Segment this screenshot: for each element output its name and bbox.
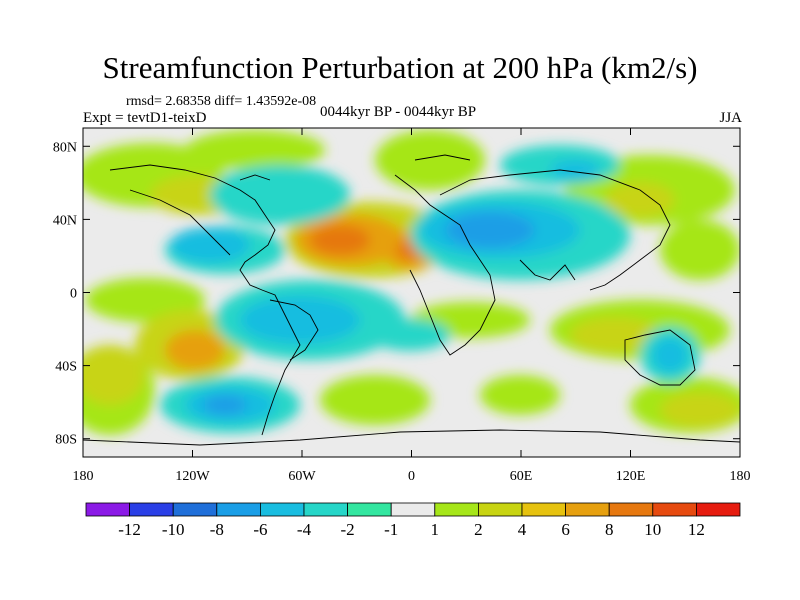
lon-tick-label: 180	[730, 469, 751, 484]
positive-anomaly	[85, 278, 205, 322]
negative-anomaly	[210, 165, 350, 225]
colorbar-swatch	[477, 502, 523, 517]
positive-anomaly	[660, 220, 740, 280]
lat-tick-label: 40N	[53, 213, 77, 228]
negative-anomaly	[240, 296, 360, 344]
lon-tick-label: 120W	[175, 469, 210, 484]
lon-tick-label: 0	[408, 469, 415, 484]
colorbar-swatch	[129, 502, 174, 517]
negative-anomaly	[170, 227, 250, 263]
colorbar-swatch	[85, 502, 130, 517]
colorbar-swatch	[259, 502, 305, 517]
lon-tick-label: 120E	[616, 469, 646, 484]
colorbar-swatch	[216, 502, 261, 517]
rmsd-text: rmsd= 2.68358 diff= 1.43592e-08	[126, 94, 317, 109]
coastlines	[83, 154, 740, 446]
colorbar-label: -1	[384, 520, 398, 539]
positive-anomaly	[605, 182, 675, 218]
positive-anomaly	[480, 375, 560, 415]
colorbar-label: -6	[253, 520, 267, 539]
lon-tick-label: 180	[73, 469, 94, 484]
positive-anomaly	[570, 317, 660, 353]
positive-anomaly	[83, 345, 145, 405]
longitude-axis: 180 120W 60W 0 60E 120E 180	[73, 128, 751, 484]
negative-anomaly	[652, 337, 688, 373]
colorbar-swatch	[521, 502, 566, 517]
colorbar-swatch	[565, 502, 610, 517]
lat-tick-label: 0	[70, 287, 77, 302]
lat-tick-label: 40S	[55, 360, 77, 375]
colorbar-swatch	[172, 502, 218, 517]
colorbar-swatch	[390, 502, 436, 517]
colorbar-swatch	[434, 502, 479, 517]
colorbar-swatch	[347, 502, 392, 517]
period-label: 0044kyr BP - 0044kyr BP	[320, 104, 477, 120]
colorbar-label: 2	[474, 520, 483, 539]
positive-anomaly	[375, 130, 485, 190]
colorbar-label: -4	[297, 520, 312, 539]
negative-anomaly	[550, 160, 600, 180]
colorbar-label: -10	[162, 520, 185, 539]
colorbar-label: 1	[431, 520, 440, 539]
colorbar-label: -8	[210, 520, 224, 539]
lat-tick-label: 80S	[55, 433, 77, 448]
plot-title: Streamfunction Perturbation at 200 hPa (…	[102, 50, 698, 85]
colorbar-label: -2	[341, 520, 355, 539]
colorbar-label: 6	[561, 520, 570, 539]
colorbar-label: 12	[688, 520, 705, 539]
lon-tick-label: 60E	[510, 469, 533, 484]
colorbar-label: -12	[118, 520, 141, 539]
colorbar-label: 4	[518, 520, 527, 539]
positive-anomaly	[165, 330, 225, 370]
lon-tick-label: 60W	[288, 469, 316, 484]
lat-tick-label: 80N	[53, 140, 77, 155]
negative-anomaly	[445, 212, 535, 248]
experiment-label: Expt = tevtD1-teixD	[83, 110, 207, 126]
colorbar-swatch	[608, 502, 654, 517]
colorbar-swatch	[696, 502, 741, 517]
contour-field	[83, 128, 740, 457]
colorbar-swatch	[652, 502, 697, 517]
negative-anomaly	[370, 319, 450, 351]
colorbar-label: 8	[605, 520, 614, 539]
positive-anomaly	[320, 375, 430, 425]
colorbar-label: 10	[644, 520, 661, 539]
colorbar: -12 -10 -8 -6 -4 -2 -1 1 2 4 6 8 10 12	[85, 502, 741, 539]
positive-anomaly	[185, 130, 325, 170]
positive-anomaly	[660, 392, 740, 428]
season-label: JJA	[719, 110, 742, 126]
negative-anomaly	[203, 395, 247, 415]
latitude-axis: 80N 40N 0 40S 80S	[53, 140, 740, 448]
colorbar-swatch	[303, 502, 348, 517]
positive-anomaly	[310, 225, 370, 255]
